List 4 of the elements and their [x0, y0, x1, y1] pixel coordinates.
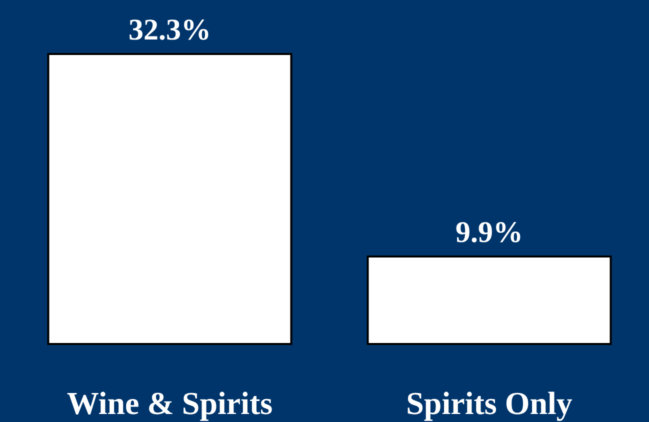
x-tick-label: Spirits Only	[406, 385, 572, 421]
data-label: 9.9%	[456, 216, 523, 249]
x-tick-label: Wine & Spirits	[66, 385, 273, 421]
data-label: 32.3%	[128, 14, 211, 46]
